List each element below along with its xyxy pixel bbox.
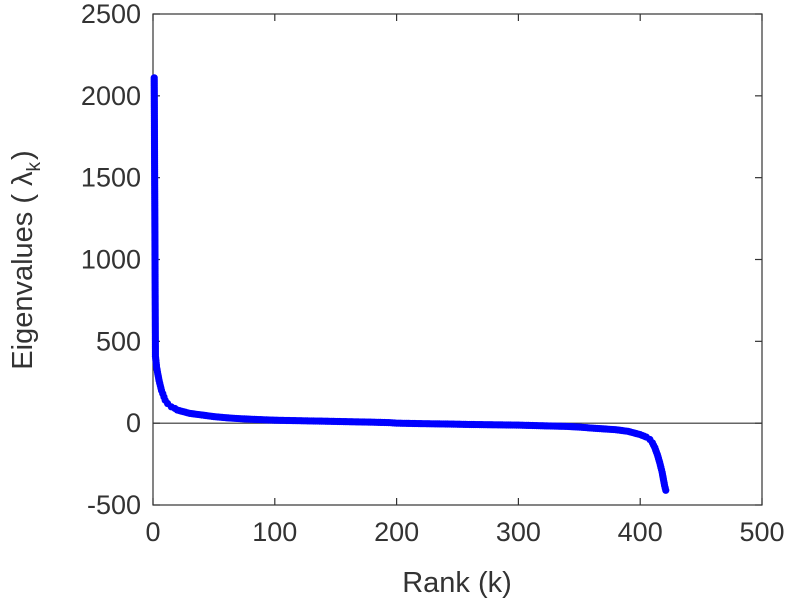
y-axis-title-close: ) xyxy=(7,150,39,160)
y-tick-label: 2500 xyxy=(81,0,141,29)
x-axis-ticks: 0 100 200 300 400 500 xyxy=(145,14,785,547)
y-tick-label: 1500 xyxy=(81,163,141,193)
y-axis-ticks: -500 0 500 1000 1500 2000 2500 xyxy=(81,0,762,520)
y-tick-label: 1000 xyxy=(81,245,141,275)
y-tick-label: 500 xyxy=(96,326,141,356)
y-axis-title-main: Eigenvalues ( λ xyxy=(7,171,39,370)
y-axis-title: Eigenvalues ( λk) xyxy=(7,150,45,369)
x-tick-label: 400 xyxy=(618,517,663,547)
data-points xyxy=(150,74,670,494)
x-tick-label: 200 xyxy=(374,517,419,547)
y-axis-title-subscript: k xyxy=(24,161,45,171)
x-tick-label: 500 xyxy=(739,517,784,547)
y-tick-label: -500 xyxy=(87,490,141,520)
data-point xyxy=(662,486,670,494)
y-tick-label: 0 xyxy=(126,408,141,438)
x-tick-label: 0 xyxy=(145,517,160,547)
y-tick-label: 2000 xyxy=(81,81,141,111)
x-axis-title: Rank (k) xyxy=(402,567,512,599)
x-tick-label: 300 xyxy=(496,517,541,547)
plot-area-frame xyxy=(152,13,763,506)
x-tick-label: 100 xyxy=(252,517,297,547)
